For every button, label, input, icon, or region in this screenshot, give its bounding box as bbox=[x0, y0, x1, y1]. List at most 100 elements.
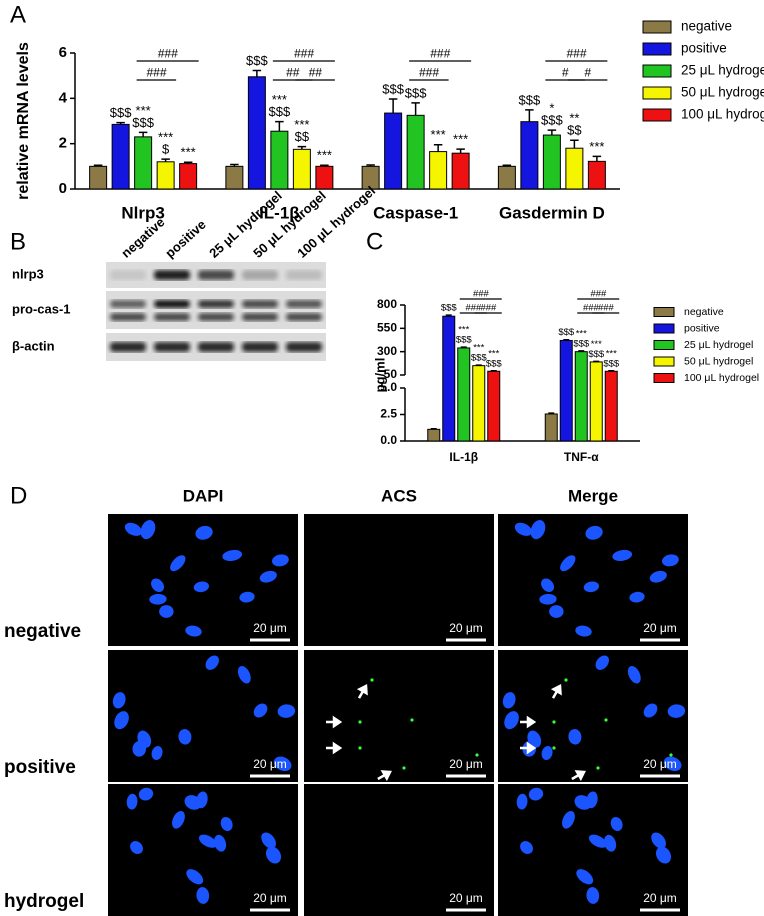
y-tick-label: 0.0 bbox=[380, 433, 397, 447]
comparison-label: ### bbox=[430, 47, 450, 61]
nucleus bbox=[504, 711, 519, 730]
error-bar bbox=[116, 121, 125, 125]
nucleus bbox=[604, 834, 617, 852]
nucleus bbox=[562, 810, 575, 829]
arrow-shape bbox=[520, 715, 537, 729]
nucleus bbox=[612, 549, 633, 561]
comparison-label: ### bbox=[419, 66, 439, 80]
significance-label: $$ bbox=[567, 123, 582, 138]
nucleus bbox=[661, 554, 679, 567]
nucleus bbox=[239, 591, 255, 603]
significance-label: $$$ bbox=[269, 104, 291, 119]
x-tick-label: Nlrp3 bbox=[121, 203, 164, 222]
bar bbox=[559, 339, 573, 442]
comparison-label: ## bbox=[286, 66, 300, 80]
bar bbox=[247, 76, 266, 190]
legend-swatch bbox=[642, 86, 672, 100]
nucleus bbox=[114, 711, 129, 730]
y-tick-label: 4 bbox=[59, 89, 68, 106]
error-bar bbox=[230, 163, 239, 167]
nucleus bbox=[541, 578, 555, 593]
nucleus bbox=[583, 581, 600, 593]
error-bar bbox=[388, 98, 398, 114]
acs-speck bbox=[669, 753, 673, 757]
x-tick-label: IL-1β bbox=[449, 450, 478, 464]
significance-label: *** bbox=[453, 132, 468, 147]
scale-bar-label: 20 μm bbox=[643, 757, 677, 771]
panel-label: A bbox=[10, 1, 26, 28]
nucleus bbox=[259, 570, 277, 583]
significance-label: ** bbox=[569, 111, 579, 126]
error-bar bbox=[460, 346, 467, 348]
acs-speck bbox=[604, 718, 608, 722]
nucleus bbox=[196, 887, 210, 904]
scale-bar-label: 20 μm bbox=[253, 757, 287, 771]
arrow bbox=[356, 684, 368, 699]
nucleus bbox=[151, 746, 163, 761]
nucleus bbox=[560, 555, 576, 572]
nucleus bbox=[576, 869, 594, 885]
significance-label: $$$ bbox=[486, 358, 503, 369]
legend-label: 50 μL hydrogel bbox=[684, 355, 753, 367]
acs-speck bbox=[552, 746, 556, 750]
bar bbox=[589, 361, 603, 442]
comparison-label: ### bbox=[158, 47, 178, 61]
significance-label: $$$ bbox=[603, 358, 620, 369]
legend-swatch bbox=[653, 340, 675, 350]
error-bar bbox=[275, 120, 284, 132]
blot-band bbox=[154, 300, 190, 308]
arrow bbox=[571, 770, 586, 782]
significance-label: $$$ bbox=[573, 338, 590, 349]
bar bbox=[384, 112, 403, 190]
nucleus bbox=[237, 666, 251, 684]
error-bar bbox=[411, 102, 420, 116]
bar bbox=[406, 114, 425, 190]
blot-strip bbox=[106, 291, 326, 329]
significance-label: *** bbox=[488, 348, 499, 359]
significance-label: $$$ bbox=[246, 53, 268, 68]
blot-band bbox=[154, 313, 190, 321]
nucleus bbox=[195, 525, 213, 540]
error-bar bbox=[433, 144, 443, 152]
comparison-label: ### bbox=[583, 302, 600, 313]
error-bar bbox=[547, 129, 557, 136]
x-tick-label: TNF-α bbox=[564, 450, 599, 464]
nucleus bbox=[574, 795, 592, 810]
column-header: DAPI bbox=[183, 486, 224, 505]
arrow bbox=[520, 741, 537, 755]
significance-label: *** bbox=[473, 343, 484, 354]
legend-label: positive bbox=[684, 322, 720, 334]
legend-swatch bbox=[653, 356, 675, 367]
significance-label: *** bbox=[158, 130, 173, 145]
arrow bbox=[520, 715, 537, 729]
scale-bar-label: 20 μm bbox=[449, 891, 483, 905]
nucleus bbox=[112, 692, 126, 709]
blot-band bbox=[198, 313, 234, 321]
nucleus bbox=[277, 704, 296, 718]
nucleus bbox=[667, 704, 686, 718]
significance-label: $$ bbox=[295, 129, 310, 144]
bar bbox=[134, 136, 153, 190]
nucleus bbox=[514, 522, 532, 536]
column-header: Merge bbox=[568, 486, 618, 505]
nucleus bbox=[186, 869, 204, 885]
nucleus bbox=[140, 520, 156, 540]
legend-label: 100 μL hydrogel bbox=[684, 372, 759, 384]
error-bar bbox=[502, 164, 512, 167]
acs-speck bbox=[564, 678, 568, 682]
significance-label: $$$ bbox=[382, 81, 404, 96]
legend-label: 50 μL hydrogel bbox=[681, 85, 764, 100]
nucleus bbox=[629, 591, 645, 603]
error-bar bbox=[297, 145, 307, 150]
acs-speck bbox=[402, 766, 406, 770]
bar bbox=[429, 151, 448, 190]
nucleus bbox=[138, 787, 154, 801]
nucleus bbox=[595, 655, 609, 670]
error-bar bbox=[445, 314, 452, 317]
arrow-shape bbox=[356, 684, 368, 699]
bar bbox=[587, 160, 606, 190]
nucleus bbox=[261, 832, 276, 849]
blot-band bbox=[198, 342, 234, 352]
comparison-label: # bbox=[562, 66, 569, 80]
nucleus bbox=[539, 593, 557, 605]
